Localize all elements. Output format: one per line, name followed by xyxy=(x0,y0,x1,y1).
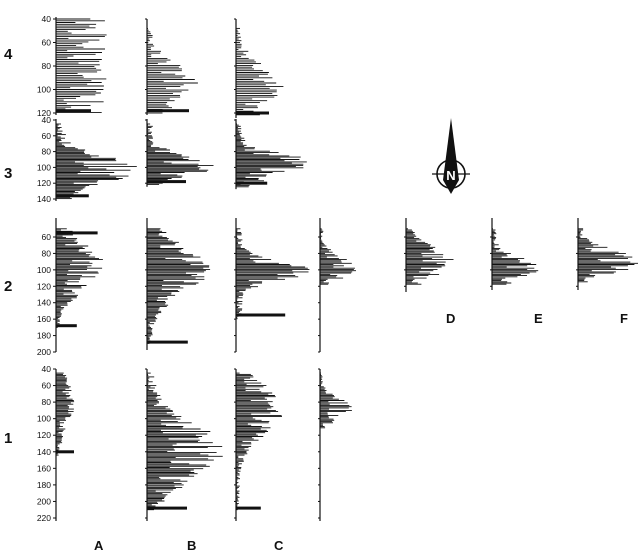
histogram-panel-3-c xyxy=(234,119,307,190)
histogram-panel-4-b xyxy=(145,18,198,115)
histogram-panel-2-f xyxy=(576,218,638,290)
labels-layer: 4 3 2 1 A B C D E F xyxy=(4,46,628,553)
axis-tick-label: 180 xyxy=(37,331,51,341)
axis-tick-label: 120 xyxy=(37,430,51,440)
row-label-4: 4 xyxy=(4,46,13,63)
histogram-bar xyxy=(56,109,91,113)
histogram-panel-1-c2 xyxy=(318,368,352,521)
axis-tick-label: 100 xyxy=(37,265,51,275)
axis-tick-label: 60 xyxy=(42,232,52,242)
axis-tick-label: 60 xyxy=(42,131,52,141)
histogram-bar xyxy=(236,313,286,317)
axis-tick-label: 160 xyxy=(37,314,51,324)
axis-tick-label: 120 xyxy=(37,281,51,291)
histogram-bar xyxy=(236,506,261,510)
histogram-bar xyxy=(56,231,98,235)
histogram-panel-2-c2 xyxy=(318,218,356,353)
axis-tick-label: 200 xyxy=(37,496,51,506)
histogram-bar xyxy=(236,181,268,185)
histogram-panel-1-a: 40 60 80 100 120 140 160 180 200 220 xyxy=(37,364,75,523)
column-label-f: F xyxy=(620,311,628,326)
histogram-panel-1-b xyxy=(145,368,223,521)
axis-tick-label: 80 xyxy=(42,147,52,157)
axis-tick-label: 120 xyxy=(37,178,51,188)
north-arrow-icon: N xyxy=(432,118,470,194)
axis-tick-label: 60 xyxy=(42,38,52,48)
column-label-d: D xyxy=(446,311,455,326)
axis-tick-label: 60 xyxy=(42,381,52,391)
histogram-bar xyxy=(56,450,74,454)
axis-tick-label: 120 xyxy=(37,108,51,118)
histogram-panel-4-a: 40 60 80 100 120 xyxy=(37,14,107,118)
histogram-panel-2-e xyxy=(490,218,539,290)
histogram-panel-3-b xyxy=(145,119,214,187)
axis-tick-label: 100 xyxy=(37,414,51,424)
axis-tick-label: 80 xyxy=(42,61,52,71)
histogram-panel-3-a: 40 60 80 100 120 140 xyxy=(37,115,137,204)
histogram-bar xyxy=(236,111,269,115)
axis-tick-label: 220 xyxy=(37,513,51,523)
histogram-panel-2-b xyxy=(145,218,211,350)
axis-tick-label: 100 xyxy=(37,162,51,172)
axis-tick-label: 140 xyxy=(37,298,51,308)
row-label-2: 2 xyxy=(4,278,12,295)
histogram-bar xyxy=(56,194,89,198)
axis-tick-label: 140 xyxy=(37,194,51,204)
histogram-bar xyxy=(147,180,186,184)
axis-tick-label: 100 xyxy=(37,85,51,95)
north-arrow-label: N xyxy=(446,168,455,183)
column-label-c: C xyxy=(274,538,284,553)
column-label-b: B xyxy=(187,538,196,553)
histogram-bar xyxy=(147,109,189,113)
row-label-3: 3 xyxy=(4,165,12,182)
axis-tick-label: 200 xyxy=(37,347,51,357)
row-label-1: 1 xyxy=(4,430,12,447)
column-label-e: E xyxy=(534,311,543,326)
histogram-panel-2-d xyxy=(404,218,454,292)
axis-tick-label: 40 xyxy=(42,14,52,24)
histogram-panel-4-c xyxy=(234,18,284,118)
column-label-a: A xyxy=(94,538,104,553)
panels-layer: 4060801001204060801001201406080100120140… xyxy=(37,14,638,523)
axis-tick-label: 80 xyxy=(42,248,52,258)
histogram-bar xyxy=(147,506,187,510)
histogram-panel-2-a: 60 80 100 120 140 160 180 200 xyxy=(37,218,103,357)
histogram-bar xyxy=(56,324,77,328)
axis-tick-label: 40 xyxy=(42,364,52,374)
histogram-panel-2-c xyxy=(234,218,310,353)
axis-tick-label: 140 xyxy=(37,447,51,457)
axis-tick-label: 160 xyxy=(37,463,51,473)
axis-tick-label: 180 xyxy=(37,480,51,490)
axis-tick-label: 80 xyxy=(42,397,52,407)
histogram-bar xyxy=(147,340,188,344)
axis-tick-label: 40 xyxy=(42,115,52,125)
histogram-panel-1-c xyxy=(234,368,282,521)
